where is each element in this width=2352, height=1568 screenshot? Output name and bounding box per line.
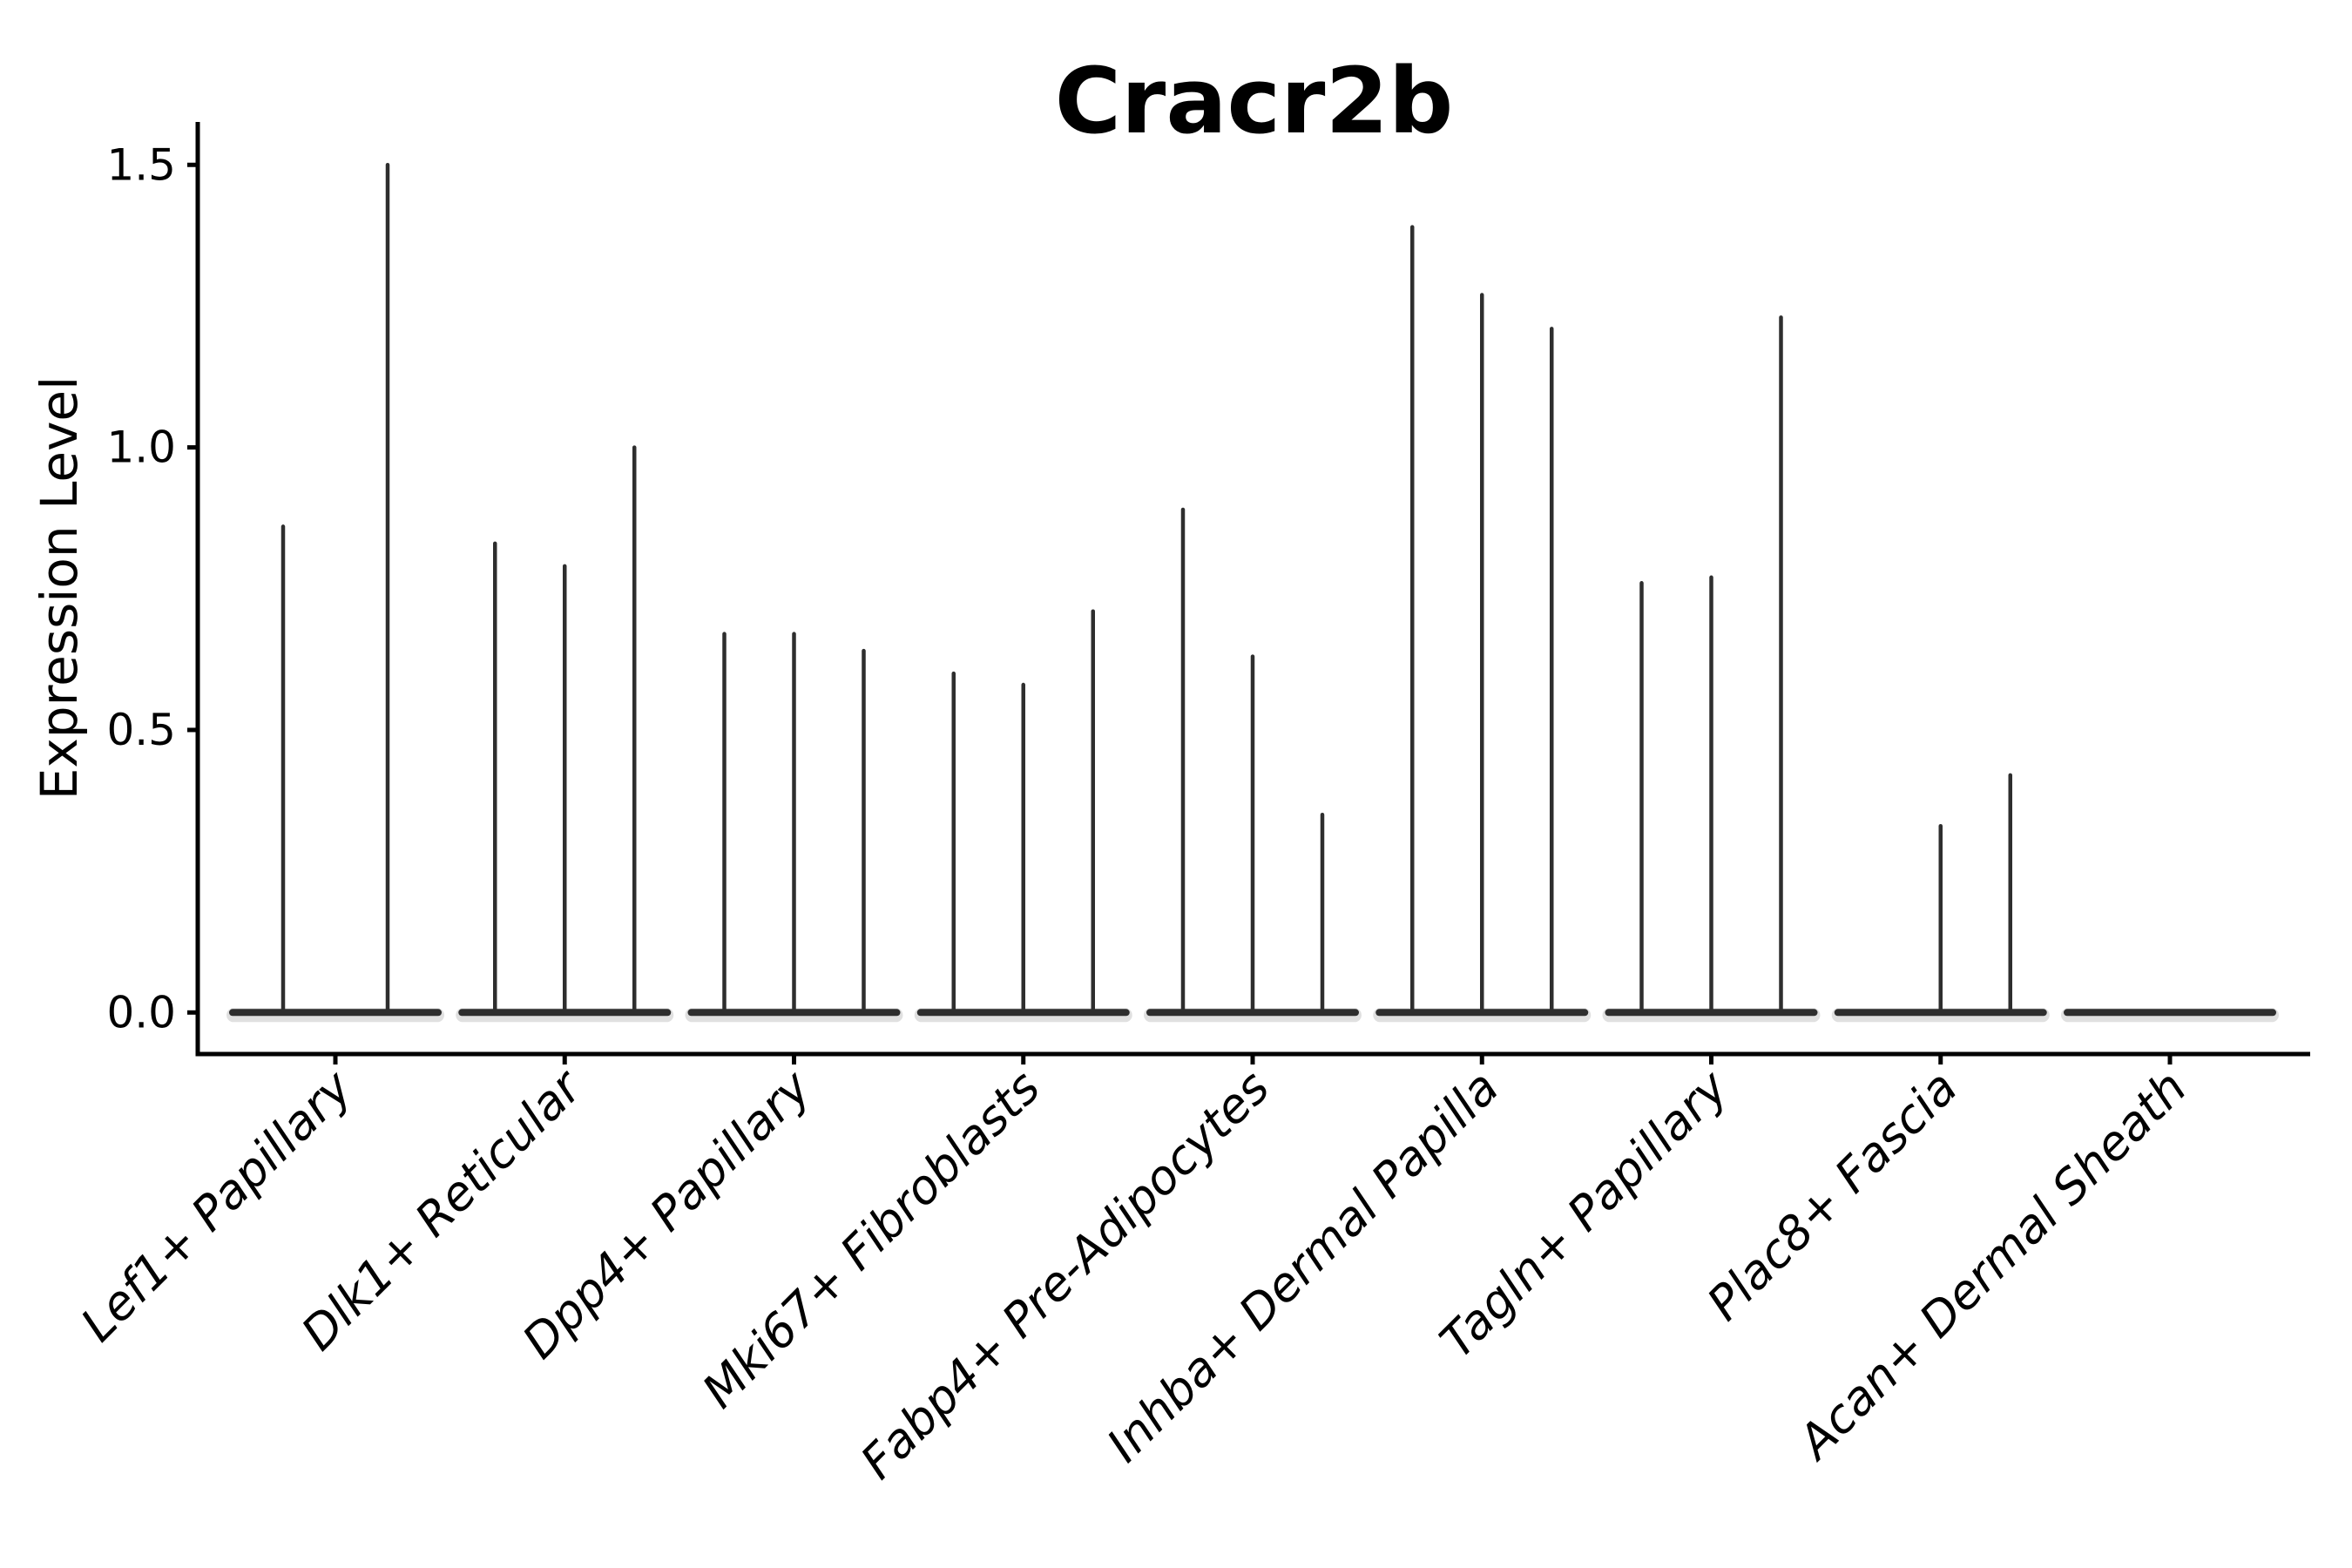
y-tick-label: 0.0 [106, 987, 176, 1037]
y-tick-label: 1.5 [106, 139, 176, 190]
y-axis-label: Expression Level [30, 376, 89, 800]
chart-title: Cracr2b [1055, 48, 1454, 154]
y-tick-label: 0.5 [106, 705, 176, 755]
y-tick-label: 1.0 [106, 422, 176, 473]
